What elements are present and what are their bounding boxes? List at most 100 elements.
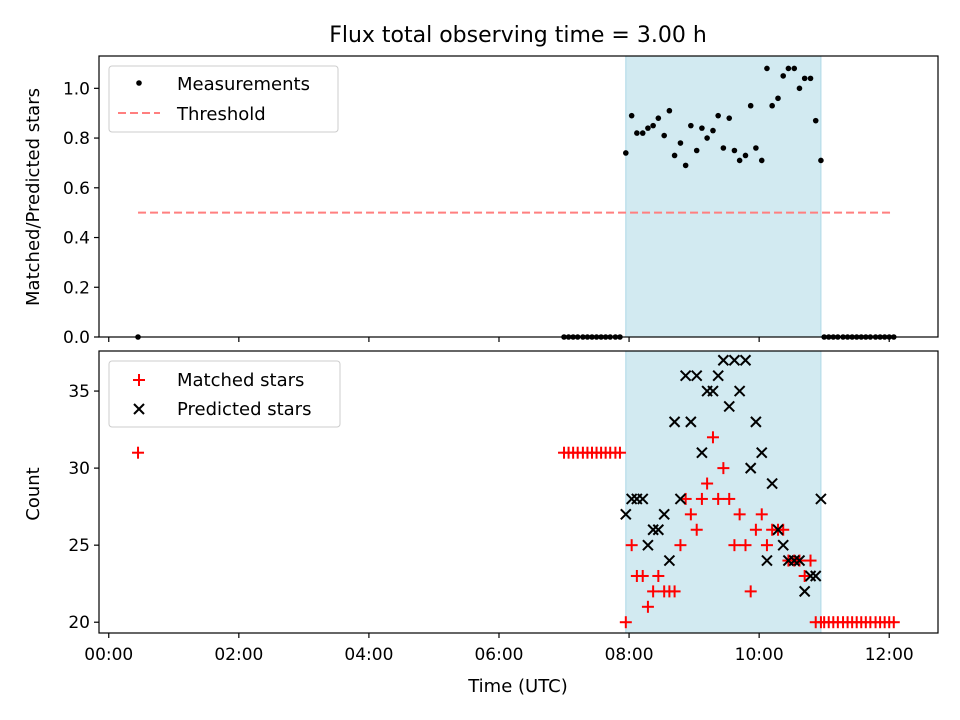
predicted-star-point	[696, 446, 708, 459]
measurement-point	[634, 130, 640, 136]
measurement-point	[645, 125, 651, 131]
measurement-point	[666, 107, 673, 114]
legend-matched-label: Matched stars	[177, 370, 304, 391]
bottom-y-tick-label: 20	[68, 613, 90, 633]
matched-star-point	[625, 539, 638, 552]
x-tick-label: 10:00	[735, 645, 784, 665]
top-x-ticks	[108, 337, 890, 342]
measurement-point	[650, 122, 656, 129]
bottom-legend: Matched stars Predicted stars	[108, 360, 341, 428]
top-y-tick-label: 0.8	[63, 129, 90, 149]
measurement-point	[753, 145, 759, 151]
predicted-star-point	[685, 416, 697, 428]
matched-star-point	[804, 554, 817, 567]
predicted-star-stroke-b	[690, 369, 703, 382]
matched-star-point	[712, 492, 725, 505]
matched-star-point	[798, 569, 811, 582]
predicted-star-stroke-b	[712, 369, 724, 382]
measurement-point	[742, 152, 749, 159]
top-y-tick-label: 0.0	[63, 328, 90, 348]
predicted-star-stroke-b	[804, 570, 817, 582]
predicted-star-point	[658, 508, 670, 521]
predicted-star-stroke-b	[696, 446, 708, 459]
legend-matched-marker	[133, 374, 145, 386]
measurement-point	[796, 85, 803, 92]
matched-star-point	[636, 569, 649, 582]
legend-measurements-label: Measurements	[177, 74, 310, 95]
measurement-point	[710, 127, 716, 134]
predicted-star-stroke-b	[679, 369, 692, 382]
predicted-star-stroke-b	[772, 524, 784, 536]
matched-star-point	[619, 616, 632, 629]
measurement-point	[736, 157, 743, 164]
bottom-highlight-span	[625, 350, 822, 634]
matched-star-point	[674, 539, 687, 552]
predicted-star-point	[761, 554, 773, 567]
predicted-star-point	[652, 524, 665, 536]
predicted-star-point	[788, 554, 800, 567]
legend-predicted-marker	[133, 403, 145, 415]
measurement-point	[731, 147, 738, 154]
matched-star-point	[717, 462, 730, 475]
predicted-star-stroke-b	[733, 385, 746, 397]
predicted-star-point	[668, 416, 681, 428]
predicted-star-point	[723, 400, 735, 413]
predicted-star-stroke-b	[674, 493, 687, 505]
predicted-star-stroke-b	[815, 493, 827, 505]
matched-star-point	[760, 539, 773, 552]
predicted-star-point	[728, 354, 741, 366]
bottom-y-axis: 20 25 30 35	[68, 382, 99, 633]
top-legend-frame	[108, 65, 339, 133]
predicted-star-point	[756, 446, 768, 459]
predicted-star-stroke-b	[793, 554, 806, 567]
predicted-star-stroke-b	[756, 446, 768, 459]
top-y-axis-label: Matched/Predicted stars	[23, 88, 44, 306]
x-tick-label: 12:00	[865, 645, 914, 665]
x-tick-label: 02:00	[214, 645, 263, 665]
matched-star-point	[613, 446, 626, 459]
measurement-point	[785, 65, 792, 72]
measurement-point	[801, 75, 808, 82]
top-y-tick-label: 0.2	[63, 278, 90, 298]
x-tick-label: 04:00	[344, 645, 393, 665]
top-highlight-span	[625, 55, 822, 338]
predicted-star-point	[707, 385, 719, 397]
matched-star-point	[641, 600, 654, 613]
legend-threshold-label: Threshold	[176, 104, 266, 125]
x-tick-label: 08:00	[605, 645, 654, 665]
predicted-star-point	[717, 354, 730, 366]
matched-star-point	[695, 492, 708, 505]
predicted-star-stroke-b	[777, 539, 789, 551]
matched-star-point	[728, 539, 741, 552]
predicted-star-point	[810, 570, 822, 582]
bottom-predicted-series	[620, 354, 827, 598]
measurement-point	[682, 162, 689, 169]
bottom-y-tick-label: 30	[68, 459, 90, 479]
measurement-point	[818, 157, 824, 164]
bottom-axes-frame	[98, 350, 939, 634]
measurement-point	[769, 102, 775, 109]
measurement-point	[677, 140, 684, 146]
top-panel: 0.0 0.2 0.4 0.6 0.8 1.0 Matched/Predicted sta…	[23, 55, 939, 348]
matched-star-point	[887, 616, 900, 629]
bottom-y-tick-label: 35	[68, 382, 90, 402]
predicted-star-stroke-b	[744, 462, 757, 474]
predicted-star-stroke-b	[642, 539, 654, 551]
predicted-star-stroke-b	[658, 508, 670, 521]
predicted-star-stroke-b	[663, 554, 676, 567]
measurement-point	[715, 112, 721, 119]
measurement-point	[791, 65, 798, 72]
measurement-point	[807, 75, 814, 82]
predicted-star-point	[642, 539, 654, 551]
predicted-star-point	[663, 554, 676, 567]
x-axis-label: Time (UTC)	[467, 676, 568, 697]
predicted-star-point	[690, 369, 703, 382]
predicted-star-point	[620, 508, 632, 521]
predicted-star-point	[739, 354, 752, 366]
measurement-point	[699, 125, 705, 131]
predicted-star-point	[815, 493, 827, 505]
matched-star-point	[744, 585, 757, 598]
measurement-point	[639, 130, 646, 136]
predicted-star-point	[798, 585, 811, 598]
